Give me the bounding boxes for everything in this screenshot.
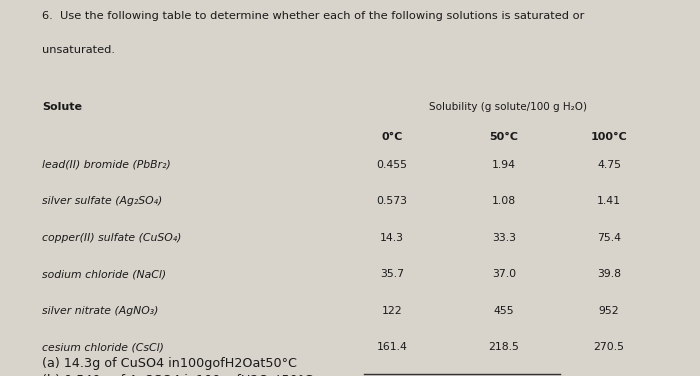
Text: 1.41: 1.41	[597, 196, 621, 206]
Text: 35.7: 35.7	[380, 269, 404, 279]
Text: 0.455: 0.455	[377, 160, 407, 170]
Text: 14.3: 14.3	[380, 233, 404, 243]
Text: (b) 0.540g of Ag2SO4 in100gofH2Oat50°C: (b) 0.540g of Ag2SO4 in100gofH2Oat50°C	[42, 374, 313, 376]
Text: 37.0: 37.0	[492, 269, 516, 279]
Text: lead(II) bromide (PbBr₂): lead(II) bromide (PbBr₂)	[42, 160, 171, 170]
Text: 218.5: 218.5	[489, 342, 519, 352]
Text: cesium chloride (CsCl): cesium chloride (CsCl)	[42, 342, 164, 352]
Text: Solute: Solute	[42, 102, 82, 112]
Text: 50°C: 50°C	[489, 132, 519, 142]
Text: 6.  Use the following table to determine whether each of the following solutions: 6. Use the following table to determine …	[42, 11, 584, 21]
Text: 122: 122	[382, 306, 402, 316]
Text: 0.573: 0.573	[377, 196, 407, 206]
Text: copper(II) sulfate (CuSO₄): copper(II) sulfate (CuSO₄)	[42, 233, 181, 243]
Text: sodium chloride (NaCl): sodium chloride (NaCl)	[42, 269, 166, 279]
Text: unsaturated.: unsaturated.	[42, 45, 115, 55]
Text: silver sulfate (Ag₂SO₄): silver sulfate (Ag₂SO₄)	[42, 196, 162, 206]
Text: 952: 952	[598, 306, 620, 316]
Text: 4.75: 4.75	[597, 160, 621, 170]
Text: Solubility (g solute/100 g H₂O): Solubility (g solute/100 g H₂O)	[428, 102, 587, 112]
Text: 455: 455	[494, 306, 514, 316]
Text: 75.4: 75.4	[597, 233, 621, 243]
Text: (a) 14.3g of CuSO4 in100gofH2Oat50°C: (a) 14.3g of CuSO4 in100gofH2Oat50°C	[42, 357, 297, 370]
Text: 0°C: 0°C	[382, 132, 402, 142]
Text: 100°C: 100°C	[591, 132, 627, 142]
Text: silver nitrate (AgNO₃): silver nitrate (AgNO₃)	[42, 306, 158, 316]
Text: 270.5: 270.5	[594, 342, 624, 352]
Text: 1.08: 1.08	[492, 196, 516, 206]
Text: 39.8: 39.8	[597, 269, 621, 279]
Text: 1.94: 1.94	[492, 160, 516, 170]
Text: 33.3: 33.3	[492, 233, 516, 243]
Text: 161.4: 161.4	[377, 342, 407, 352]
